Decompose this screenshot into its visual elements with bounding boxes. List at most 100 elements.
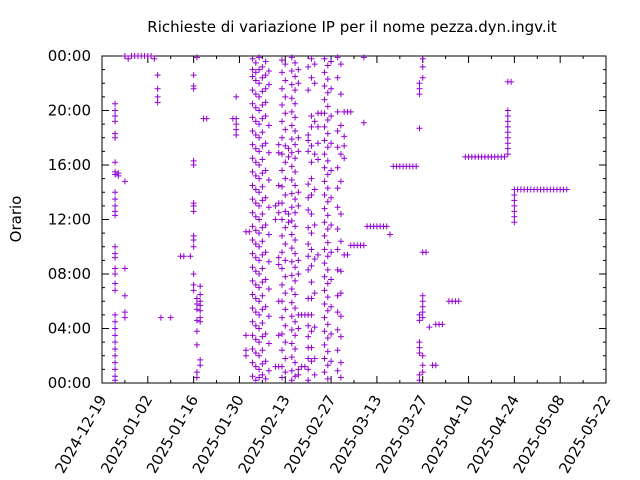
data-point <box>504 129 511 136</box>
data-point <box>308 246 315 253</box>
data-point <box>282 110 289 117</box>
data-point <box>347 108 354 115</box>
data-point <box>193 369 200 376</box>
data-point <box>416 371 423 378</box>
data-point <box>321 137 328 144</box>
data-point <box>256 189 263 196</box>
data-point <box>121 265 128 272</box>
data-point <box>279 183 285 190</box>
data-point <box>328 167 335 174</box>
data-point <box>292 168 299 175</box>
data-point <box>112 325 119 332</box>
data-point <box>311 355 318 362</box>
data-point <box>311 186 318 193</box>
data-point <box>112 377 119 384</box>
data-point <box>259 63 266 70</box>
data-point <box>426 324 433 331</box>
data-point <box>256 271 263 277</box>
data-point <box>193 306 200 313</box>
data-point <box>360 242 367 249</box>
data-point <box>334 246 341 253</box>
data-point <box>252 77 259 84</box>
data-point <box>256 311 263 318</box>
data-point <box>288 299 295 306</box>
data-point <box>197 307 204 314</box>
data-point <box>233 93 240 100</box>
data-point <box>504 123 511 130</box>
y-tick-label: 12:00 <box>48 211 91 229</box>
data-point <box>511 208 518 215</box>
data-point <box>246 228 253 235</box>
data-point <box>265 176 272 183</box>
data-point <box>301 363 308 370</box>
data-point <box>121 292 128 299</box>
data-point <box>324 348 331 355</box>
data-point <box>259 347 266 354</box>
data-point <box>282 322 289 329</box>
data-point <box>112 352 119 359</box>
data-point <box>275 254 282 261</box>
data-point <box>308 74 315 81</box>
data-point <box>439 321 446 328</box>
data-point <box>324 62 331 69</box>
data-point <box>337 374 344 381</box>
data-point <box>256 93 263 100</box>
data-point <box>262 72 269 79</box>
data-point <box>305 132 312 139</box>
data-point <box>112 134 119 141</box>
data-point <box>308 262 315 269</box>
data-point <box>305 266 312 273</box>
data-point <box>419 303 426 310</box>
data-point <box>288 204 295 211</box>
data-point <box>321 205 328 212</box>
data-point <box>262 249 269 256</box>
data-point <box>288 245 295 252</box>
data-point <box>308 358 315 365</box>
x-axis: 2024-12-192025-01-022025-01-162025-01-30… <box>51 56 614 477</box>
data-point <box>249 55 256 62</box>
data-point <box>321 151 328 158</box>
data-point <box>292 264 299 271</box>
data-point <box>259 115 266 122</box>
data-point <box>305 194 312 201</box>
data-point <box>112 271 119 277</box>
y-axis: 00:00 04:00 08:00 12:00 16:00 20:00 00:00 <box>48 47 606 392</box>
data-point <box>256 162 263 168</box>
data-point <box>305 206 312 213</box>
data-point <box>292 291 299 298</box>
data-point <box>416 377 423 384</box>
data-point <box>341 142 348 149</box>
data-point <box>504 118 511 125</box>
data-point <box>292 196 299 203</box>
data-point <box>334 185 341 192</box>
data-point <box>249 250 256 257</box>
data-point <box>288 285 295 292</box>
data-point <box>256 325 263 332</box>
data-point <box>324 144 331 151</box>
data-point <box>288 108 295 115</box>
data-point <box>337 268 344 275</box>
data-point <box>292 373 299 380</box>
data-point <box>279 134 285 141</box>
data-point <box>282 369 289 376</box>
data-point <box>308 279 315 286</box>
data-point <box>295 202 302 209</box>
data-point <box>112 359 119 366</box>
data-point <box>249 87 256 94</box>
data-point <box>282 257 289 264</box>
data-point <box>190 202 197 209</box>
data-point <box>252 91 259 98</box>
data-point <box>112 287 119 294</box>
data-point <box>308 295 315 302</box>
data-point <box>265 367 272 374</box>
data-point <box>416 91 423 98</box>
data-point <box>265 340 272 347</box>
data-point <box>321 219 328 226</box>
data-point <box>112 202 119 209</box>
data-point <box>275 261 282 268</box>
data-point <box>308 142 315 149</box>
data-point <box>292 155 299 162</box>
data-point <box>334 309 341 316</box>
data-point <box>259 102 266 109</box>
data-point <box>504 140 511 147</box>
